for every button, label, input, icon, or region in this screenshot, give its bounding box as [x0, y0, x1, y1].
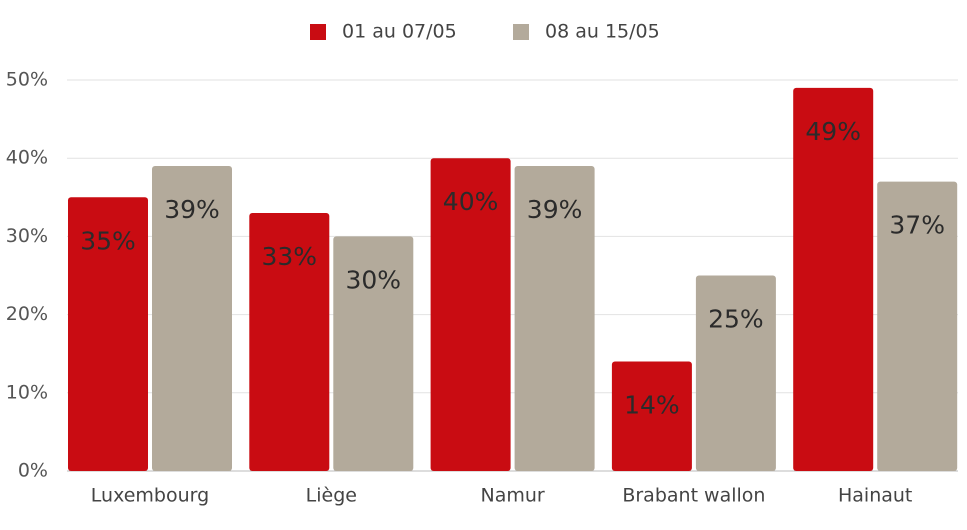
legend-swatch: [310, 24, 326, 40]
bar: [430, 158, 511, 471]
x-tick-label: Luxembourg: [91, 485, 209, 507]
y-tick-label: 30%: [6, 225, 48, 247]
value-label: 25%: [708, 305, 764, 334]
legend-label: 08 au 15/05: [545, 21, 660, 43]
value-label: 49%: [805, 117, 861, 146]
value-label: 14%: [624, 391, 680, 420]
y-tick-label: 40%: [6, 147, 48, 169]
legend-label: 01 au 07/05: [342, 21, 457, 43]
bar: [68, 197, 148, 472]
bar: [333, 236, 414, 471]
legend-swatch: [513, 24, 529, 40]
value-label: 33%: [262, 242, 318, 271]
value-label: 39%: [527, 195, 583, 224]
value-label: 35%: [80, 226, 136, 255]
y-tick-label: 10%: [6, 381, 48, 403]
y-tick-label: 0%: [18, 460, 48, 482]
y-tick-label: 50%: [6, 69, 48, 91]
value-label: 37%: [889, 211, 945, 240]
bar: [877, 181, 958, 471]
value-label: 40%: [443, 187, 499, 216]
x-tick-label: Liège: [306, 485, 357, 507]
value-label: 39%: [164, 195, 220, 224]
bar: [152, 166, 232, 471]
x-tick-label: Hainaut: [838, 485, 912, 507]
x-tick-label: Brabant wallon: [622, 485, 765, 507]
bar: [249, 212, 330, 471]
value-label: 30%: [346, 265, 402, 294]
bar: [793, 87, 874, 471]
bar: [695, 275, 776, 471]
y-tick-label: 20%: [6, 303, 48, 325]
bar: [611, 361, 692, 471]
x-tick-label: Namur: [480, 485, 544, 507]
bar: [514, 166, 595, 471]
